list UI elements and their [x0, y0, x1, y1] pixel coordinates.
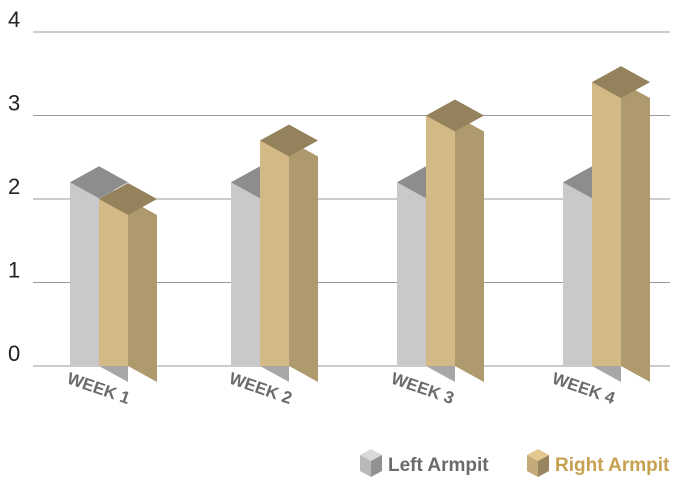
bar-left-armpit-3-front: [397, 182, 426, 366]
y-tick-label: 4: [8, 7, 20, 32]
y-tick-label: 3: [8, 91, 20, 116]
bar-right-armpit-3-top: [426, 99, 484, 132]
y-axis-ticks: 0 1 2 3 4: [8, 7, 20, 366]
bar-right-armpit-4: [592, 66, 650, 382]
bar-right-armpit-4-top: [592, 66, 650, 99]
legend: Left Armpit Right Armpit: [360, 449, 670, 477]
bar-right-armpit-3: [426, 99, 484, 382]
bar-right-armpit-3-side: [455, 115, 484, 382]
bar-right-armpit-2-side: [289, 140, 318, 382]
bar-left-armpit-1-top: [70, 166, 128, 199]
bar-right-armpit-2-front: [260, 140, 289, 366]
bar-left-armpit-4-front: [563, 182, 592, 366]
bar-right-armpit-2: [260, 124, 318, 382]
bar-right-armpit-2-top: [260, 124, 318, 157]
bar-right-armpit-1-front: [99, 199, 128, 366]
bar-right-armpit-4-front: [592, 82, 621, 366]
legend-swatch-cube-icon: [360, 449, 382, 477]
y-tick-label: 2: [8, 174, 20, 199]
legend-swatch-cube-icon: [527, 449, 549, 477]
legend-swatch-right: [538, 455, 549, 477]
bar-left-armpit-2-front: [231, 182, 260, 366]
bar-right-armpit-1-top: [99, 183, 157, 215]
y-tick-label: 0: [8, 341, 20, 366]
bars: [70, 66, 650, 382]
legend-swatch-left: [360, 455, 371, 477]
bar-right-armpit-4-side: [621, 82, 650, 382]
legend-label: Left Armpit: [388, 455, 489, 476]
legend-label: Right Armpit: [555, 455, 670, 476]
x-tick-label: WEEK 4: [550, 369, 618, 408]
bar-left-armpit-1-front: [70, 182, 99, 366]
legend-swatch-right: [371, 455, 382, 477]
bar-right-armpit-1-side: [128, 199, 157, 382]
bar-right-armpit-1: [99, 183, 157, 382]
y-tick-label: 1: [8, 258, 20, 283]
bar-right-armpit-3-front: [426, 115, 455, 366]
legend-swatch-left: [527, 455, 538, 477]
